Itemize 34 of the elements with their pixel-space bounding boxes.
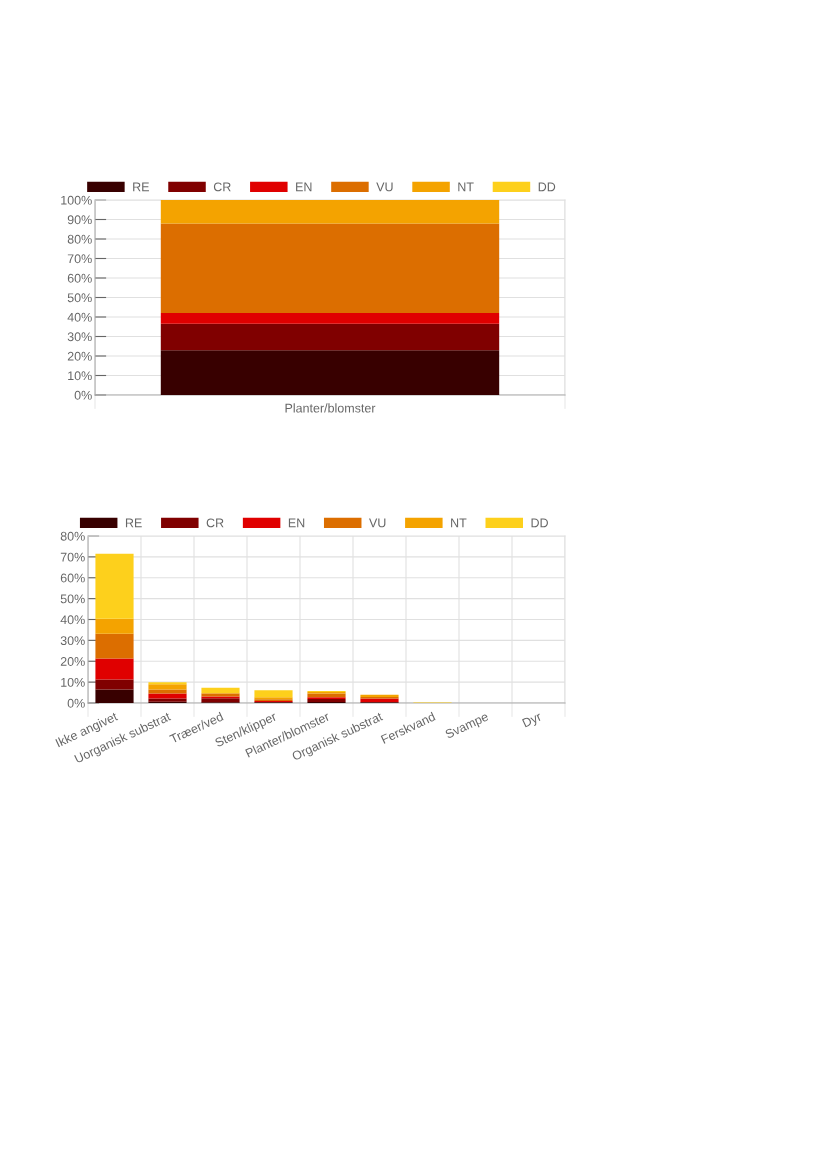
y-tick-label: 40%: [60, 615, 85, 625]
legend-label: RE: [133, 182, 149, 192]
y-tick-label: 70%: [67, 254, 92, 264]
y-tick-label: 10%: [61, 677, 85, 687]
y-tick-label: 30%: [60, 636, 85, 646]
legend-label: DD: [531, 518, 548, 528]
y-tick-label: 10%: [68, 371, 92, 381]
legend-label: CR: [206, 518, 224, 528]
y-tick-label: 80%: [60, 531, 85, 541]
legend-label: CR: [213, 182, 231, 192]
legend-label: RE: [125, 518, 142, 528]
y-tick-label: 50%: [67, 293, 92, 303]
y-tick-label: 60%: [67, 273, 92, 283]
y-tick-label: 70%: [60, 552, 85, 562]
y-tick-label: 0%: [67, 698, 85, 708]
legend-label: DD: [538, 182, 556, 192]
y-tick-label: 100%: [61, 195, 92, 205]
legend-label: VU: [369, 518, 386, 528]
y-tick-label: 20%: [60, 657, 85, 666]
legend-label: NT: [458, 182, 474, 192]
legend-label: NT: [451, 518, 467, 528]
legend-label: EN: [288, 518, 305, 528]
y-tick-label: 40%: [67, 312, 92, 322]
y-tick-label: 90%: [67, 215, 92, 225]
y-tick-label: 0%: [74, 390, 92, 400]
y-tick-label: 30%: [67, 332, 92, 342]
legend-label: VU: [376, 182, 393, 192]
y-tick-label: 20%: [67, 351, 92, 361]
y-tick-label: 60%: [60, 573, 85, 583]
y-tick-label: 80%: [67, 234, 92, 244]
y-tick-label: 50%: [60, 594, 85, 604]
legend-label: EN: [296, 182, 312, 192]
x-tick-label: Dyr: [522, 711, 544, 730]
x-tick-label: Planter/blomster: [285, 403, 376, 413]
